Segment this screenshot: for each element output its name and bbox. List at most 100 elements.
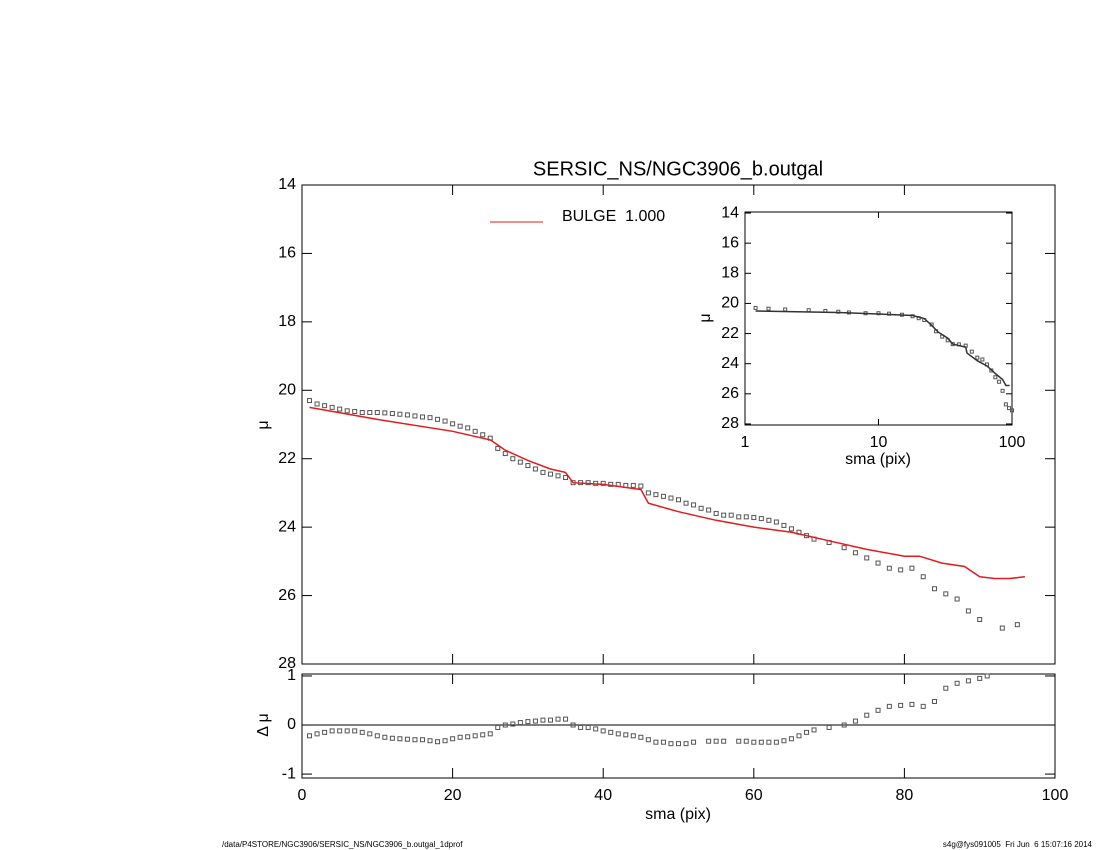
data-point xyxy=(766,739,772,745)
data-point xyxy=(713,738,719,744)
data-point xyxy=(943,591,949,597)
data-point xyxy=(864,712,870,718)
data-point xyxy=(864,555,870,561)
data-point xyxy=(615,731,621,737)
data-point xyxy=(412,737,418,743)
data-point xyxy=(585,480,591,486)
data-point xyxy=(532,718,538,724)
data-point xyxy=(419,414,425,420)
data-point xyxy=(638,734,644,740)
data-point xyxy=(638,483,644,489)
y-tick-label: 20 xyxy=(721,295,739,312)
data-point xyxy=(691,739,697,745)
data-point xyxy=(337,406,343,412)
y-tick-label: 18 xyxy=(278,313,296,330)
data-point xyxy=(389,411,395,417)
data-point xyxy=(307,733,313,739)
data-point xyxy=(898,702,904,708)
data-point xyxy=(766,517,772,523)
data-point xyxy=(344,408,350,414)
data-point xyxy=(713,510,719,516)
data-point xyxy=(920,703,926,709)
data-point xyxy=(751,739,757,745)
data-point xyxy=(852,718,858,724)
data-point xyxy=(932,586,938,592)
data-point xyxy=(841,545,847,551)
data-point xyxy=(382,734,388,740)
data-point xyxy=(465,425,471,431)
data-point xyxy=(419,737,425,743)
data-point xyxy=(653,492,659,498)
data-point xyxy=(804,729,810,735)
data-point xyxy=(1014,622,1020,628)
y-tick-label: 28 xyxy=(278,655,296,672)
data-point xyxy=(630,482,636,488)
data-point xyxy=(980,357,985,362)
data-point xyxy=(668,495,674,501)
data-point xyxy=(480,432,486,438)
data-point xyxy=(487,731,493,737)
data-point xyxy=(329,404,335,410)
data-point xyxy=(954,596,960,602)
data-point xyxy=(660,493,666,499)
data-point xyxy=(495,724,501,730)
data-point xyxy=(965,608,971,614)
data-point xyxy=(442,418,448,424)
data-point xyxy=(600,480,606,486)
data-point xyxy=(875,707,881,713)
data-point xyxy=(570,722,576,728)
data-point xyxy=(450,736,456,742)
data-point xyxy=(322,403,328,409)
data-point xyxy=(645,490,651,496)
data-point xyxy=(578,724,584,730)
data-point xyxy=(517,459,523,465)
data-point xyxy=(852,550,858,556)
data-point xyxy=(975,355,980,360)
data-point xyxy=(676,741,681,747)
data-point xyxy=(781,738,787,744)
data-point xyxy=(875,560,881,566)
model-line xyxy=(755,310,1010,387)
data-point xyxy=(1007,406,1012,411)
data-point xyxy=(397,411,403,417)
data-point xyxy=(645,737,651,743)
data-point xyxy=(593,726,599,732)
data-point xyxy=(435,739,441,745)
y-axis-label: Δ μ xyxy=(255,713,272,736)
data-point xyxy=(728,512,734,518)
data-point xyxy=(984,673,990,679)
x-axis-label: sma (pix) xyxy=(845,451,911,468)
data-point xyxy=(841,722,847,728)
y-tick-label: 26 xyxy=(721,385,739,402)
y-tick-label: 20 xyxy=(278,382,296,399)
data-point xyxy=(954,680,960,686)
data-point xyxy=(736,738,742,744)
data-point xyxy=(563,475,569,481)
x-tick-label: 10 xyxy=(870,434,888,451)
data-point xyxy=(758,516,764,522)
y-tick-label: 24 xyxy=(721,355,739,372)
footer-left: /data/P4STORE/NGC3906/SERSIC_NS/NGC3906_… xyxy=(222,840,463,849)
data-point xyxy=(337,728,343,734)
data-point xyxy=(397,736,403,742)
y-axis-label: μ xyxy=(255,420,272,429)
data-point xyxy=(555,473,561,479)
data-point xyxy=(909,701,915,707)
data-point xyxy=(540,717,546,723)
data-point xyxy=(706,507,712,513)
data-point xyxy=(374,733,380,739)
data-point xyxy=(676,497,681,503)
data-point xyxy=(788,526,794,532)
data-point xyxy=(826,724,832,730)
data-point xyxy=(314,731,320,737)
data-point xyxy=(743,514,749,520)
data-point xyxy=(932,698,938,704)
y-tick-label: 14 xyxy=(721,204,739,221)
data-point xyxy=(374,410,380,416)
data-point xyxy=(943,685,949,691)
data-point xyxy=(495,445,501,451)
data-point xyxy=(427,415,433,421)
data-point xyxy=(796,733,802,739)
data-point xyxy=(352,728,358,734)
data-point xyxy=(623,732,629,738)
